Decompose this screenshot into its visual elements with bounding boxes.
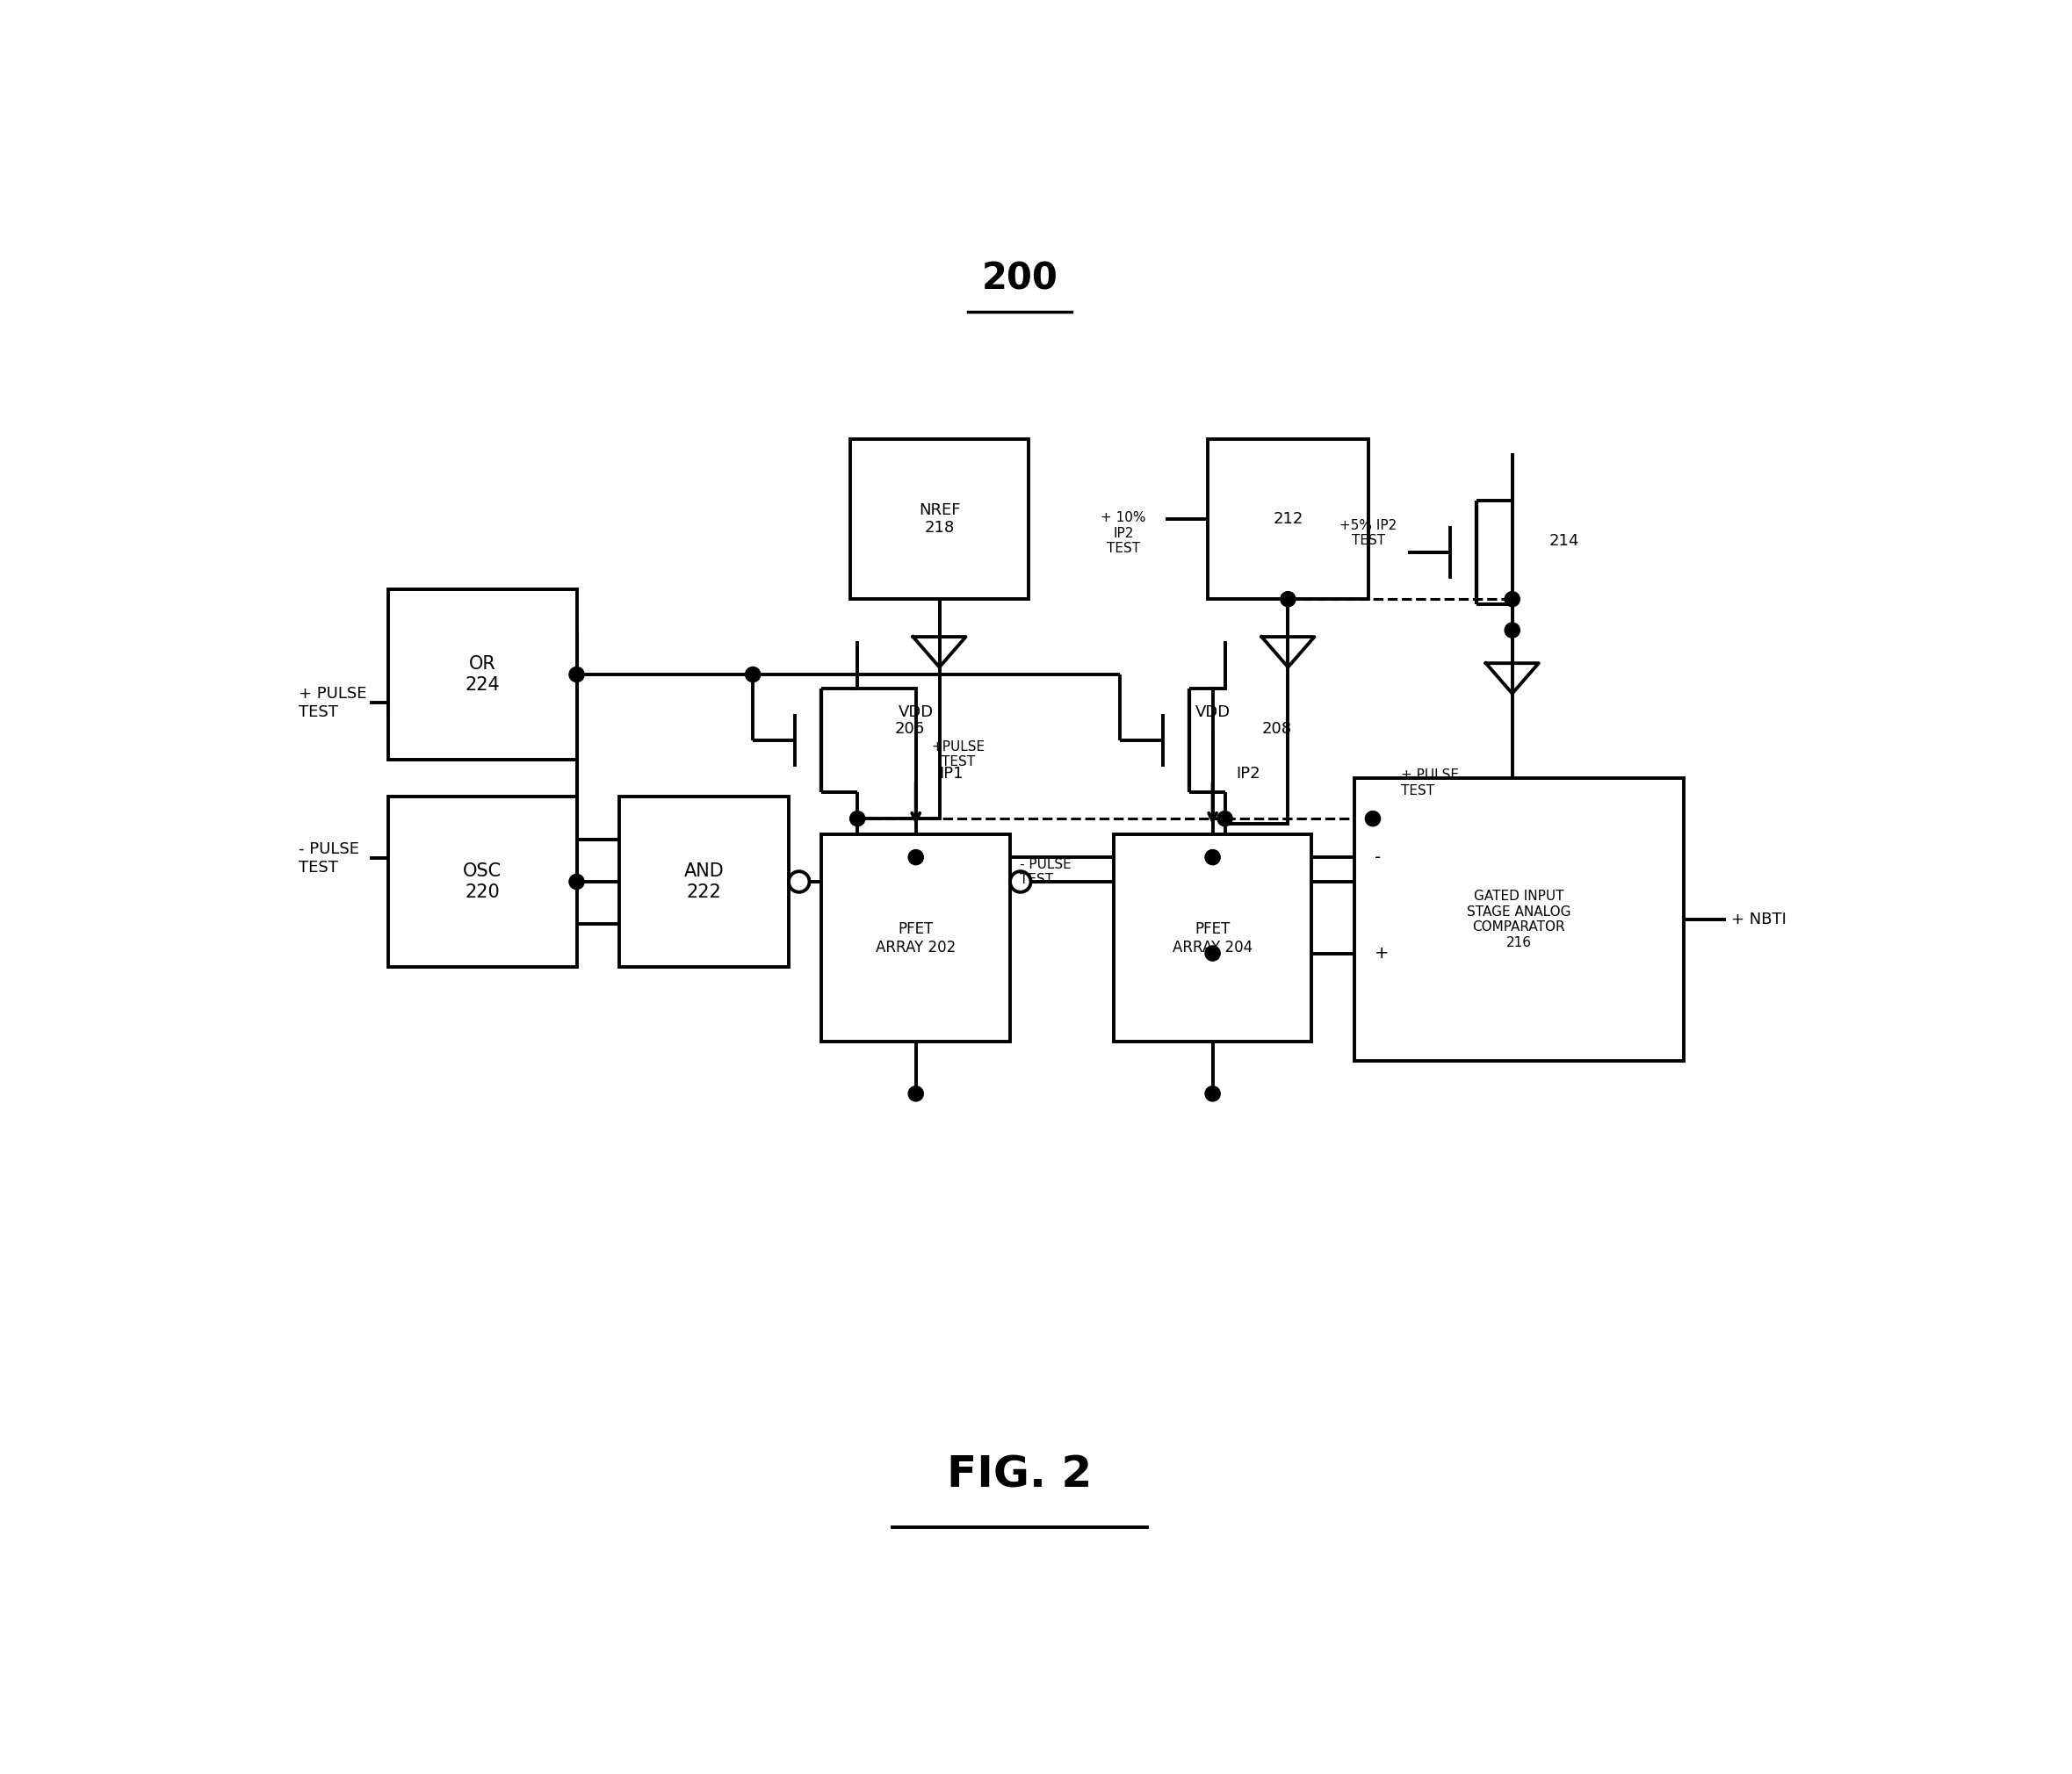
Circle shape: [1280, 591, 1295, 607]
Text: +PULSE
TEST: +PULSE TEST: [932, 740, 984, 768]
FancyBboxPatch shape: [387, 797, 576, 967]
Circle shape: [1206, 1086, 1220, 1102]
Circle shape: [1206, 850, 1220, 864]
Circle shape: [570, 875, 584, 889]
Circle shape: [1218, 811, 1233, 827]
Text: 206: 206: [895, 722, 924, 736]
Text: + NBTI: + NBTI: [1730, 912, 1786, 928]
Text: NREF
218: NREF 218: [918, 502, 959, 536]
Text: - PULSE
TEST: - PULSE TEST: [1019, 859, 1071, 887]
FancyBboxPatch shape: [1208, 438, 1368, 600]
Text: + PULSE
TEST: + PULSE TEST: [1401, 768, 1459, 797]
Text: + PULSE
TEST: + PULSE TEST: [298, 687, 367, 720]
Text: VDD: VDD: [1196, 704, 1231, 720]
Circle shape: [1504, 591, 1519, 607]
Text: 208: 208: [1262, 722, 1291, 736]
Text: IP1: IP1: [939, 766, 963, 781]
Text: -: -: [1374, 850, 1386, 866]
Text: +5% IP2
TEST: +5% IP2 TEST: [1339, 520, 1397, 548]
FancyBboxPatch shape: [823, 834, 1009, 1041]
Text: PFET
ARRAY 202: PFET ARRAY 202: [876, 921, 955, 956]
Text: +: +: [1374, 946, 1394, 962]
Text: AND
222: AND 222: [684, 862, 723, 901]
FancyBboxPatch shape: [850, 438, 1030, 600]
FancyBboxPatch shape: [387, 589, 576, 759]
Text: 212: 212: [1272, 511, 1303, 527]
Text: VDD: VDD: [899, 704, 934, 720]
Text: FIG. 2: FIG. 2: [947, 1455, 1092, 1495]
Circle shape: [850, 811, 864, 827]
FancyBboxPatch shape: [1353, 779, 1685, 1061]
FancyBboxPatch shape: [1115, 834, 1312, 1041]
Text: 200: 200: [982, 261, 1057, 298]
Circle shape: [1504, 623, 1519, 637]
Text: + 10%
IP2
TEST: + 10% IP2 TEST: [1100, 511, 1146, 555]
Circle shape: [746, 667, 760, 681]
Text: OR
224: OR 224: [464, 656, 499, 694]
FancyBboxPatch shape: [620, 797, 789, 967]
Circle shape: [908, 1086, 924, 1102]
Circle shape: [1206, 946, 1220, 962]
Circle shape: [908, 850, 924, 864]
Circle shape: [570, 667, 584, 681]
Text: IP2: IP2: [1237, 766, 1260, 781]
Text: - PULSE
TEST: - PULSE TEST: [298, 841, 358, 875]
Text: OSC
220: OSC 220: [462, 862, 501, 901]
Text: PFET
ARRAY 204: PFET ARRAY 204: [1173, 921, 1254, 956]
Text: GATED INPUT
STAGE ANALOG
COMPARATOR
216: GATED INPUT STAGE ANALOG COMPARATOR 216: [1467, 891, 1571, 949]
Text: 214: 214: [1550, 532, 1579, 548]
Circle shape: [1365, 811, 1380, 827]
